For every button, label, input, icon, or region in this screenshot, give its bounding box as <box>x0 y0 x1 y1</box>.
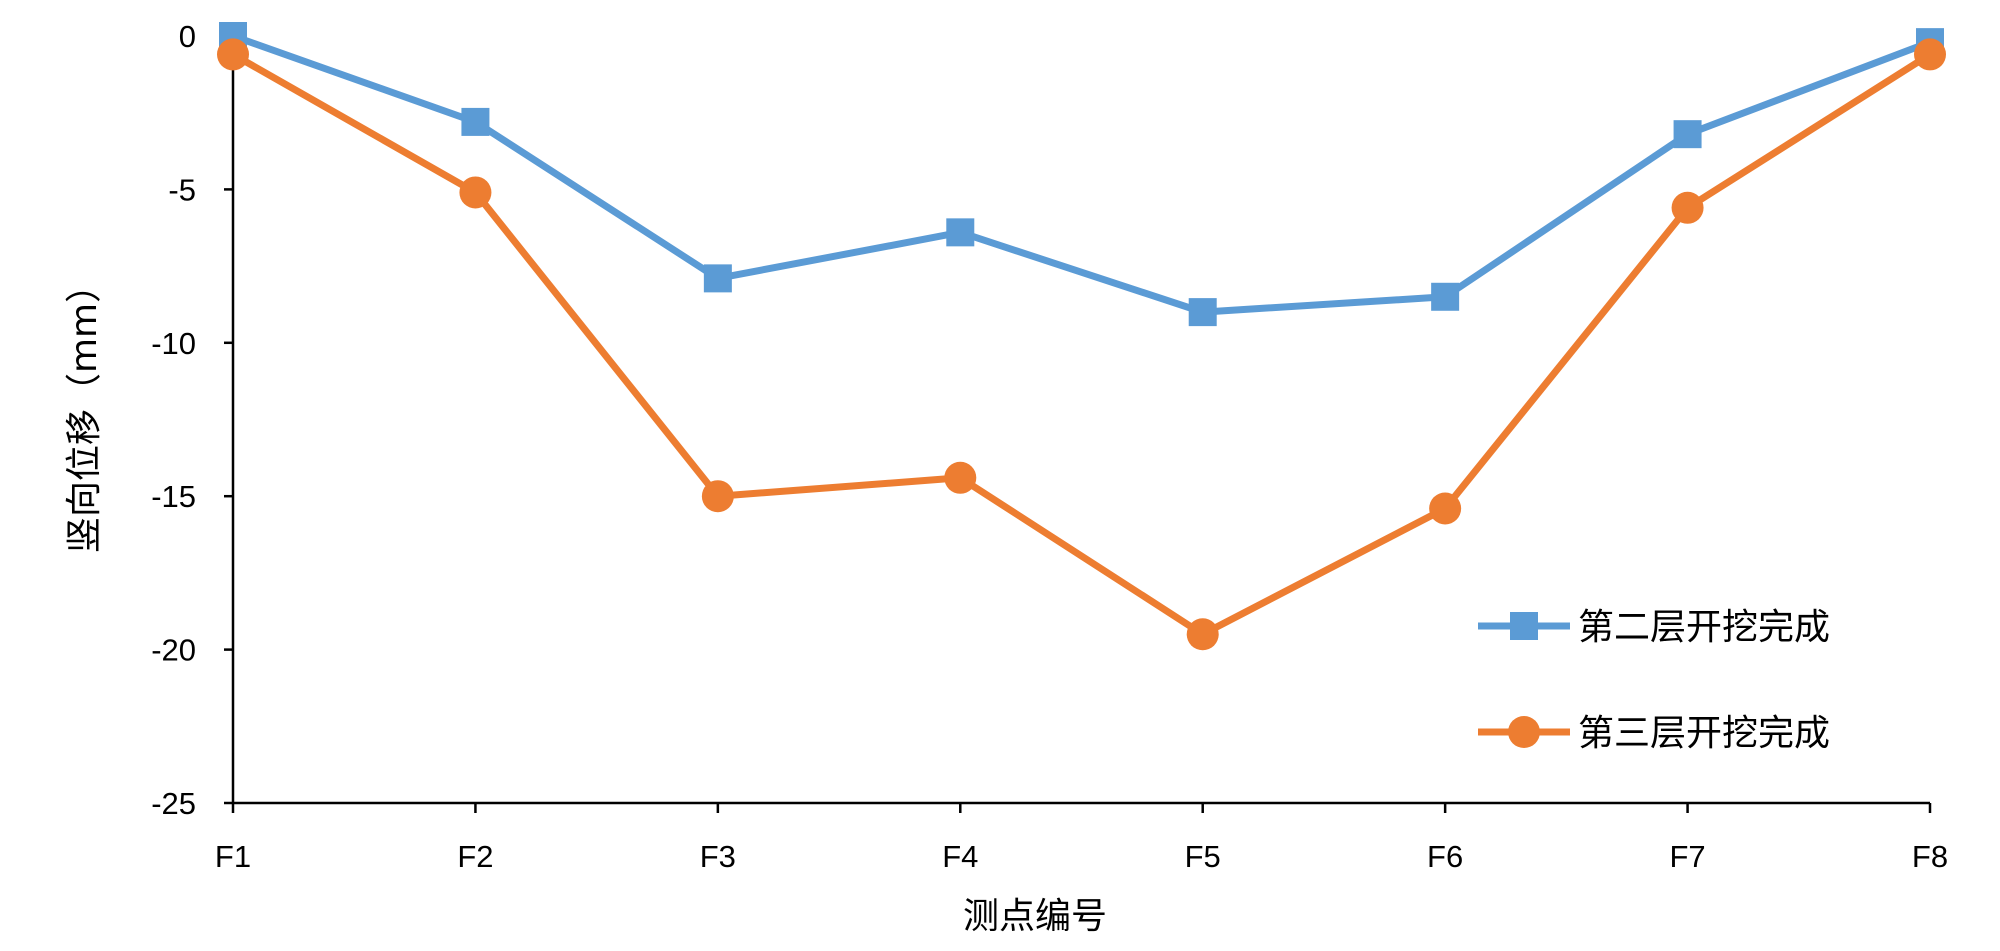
data-point-square <box>946 218 975 247</box>
axes: 0 -5 -10 -15 -20 -25 F1 F2 F3 F4 F5 F6 F7 F8 <box>151 19 1948 874</box>
data-point-circle <box>1429 492 1462 525</box>
legend-item-1: 第二层开挖完成 <box>1478 607 1830 648</box>
x-tick-label: F5 <box>1185 839 1221 874</box>
data-point-circle <box>701 480 734 513</box>
series-2 <box>217 38 1946 651</box>
legend-label: 第二层开挖完成 <box>1578 607 1830 648</box>
data-point-square <box>1431 282 1460 311</box>
data-point-circle <box>217 38 249 71</box>
x-axis-title: 测点编号 <box>963 896 1107 937</box>
x-tick-label: F8 <box>1912 839 1948 874</box>
data-point-circle <box>1671 191 1704 224</box>
data-point-circle <box>1186 618 1219 651</box>
data-point-square <box>1673 120 1702 149</box>
legend-label: 第三层开挖完成 <box>1578 713 1830 754</box>
x-tick-label: F3 <box>700 839 736 874</box>
y-tick-label: -5 <box>168 172 196 207</box>
legend-marker-square <box>1510 612 1538 640</box>
data-point-square <box>703 264 732 293</box>
x-tick-label: F6 <box>1427 839 1463 874</box>
data-point-circle <box>1914 38 1946 71</box>
y-axis-title: 竖向位移（mm） <box>64 267 105 553</box>
data-point-circle <box>944 461 977 494</box>
data-point-circle <box>459 176 492 209</box>
series-line <box>231 32 1932 316</box>
data-point-square <box>1188 298 1217 327</box>
y-tick-label: -20 <box>151 633 196 668</box>
x-tick-label: F2 <box>457 839 493 874</box>
series-1 <box>219 22 1944 327</box>
y-tick-label: -10 <box>151 326 196 361</box>
series-line <box>231 51 1932 638</box>
legend-marker-circle <box>1508 716 1540 748</box>
y-tick-label: -15 <box>151 479 196 514</box>
y-tick-label: 0 <box>179 19 196 54</box>
legend-item-2: 第三层开挖完成 <box>1478 713 1830 754</box>
y-tick-label: -25 <box>151 786 196 821</box>
x-tick-label: F1 <box>215 839 251 874</box>
series-layer <box>217 22 1946 651</box>
data-point-square <box>461 107 490 136</box>
x-tick-label: F4 <box>942 839 978 874</box>
x-tick-label: F7 <box>1669 839 1705 874</box>
